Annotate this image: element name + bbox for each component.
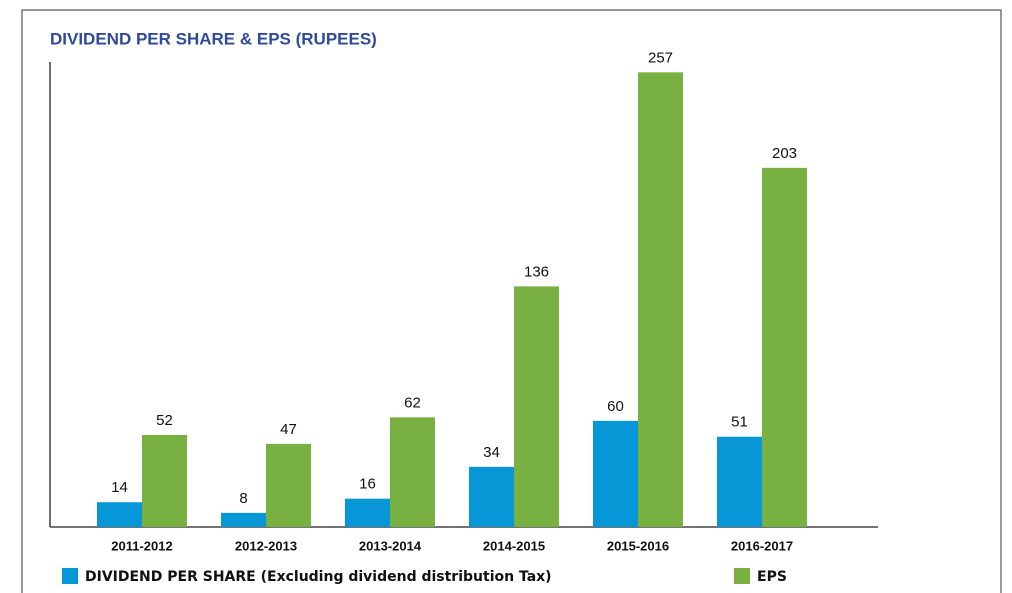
bar: [717, 436, 762, 527]
frame: [21, 9, 1002, 593]
bar: [593, 420, 638, 527]
value-label: 52: [156, 412, 173, 429]
bar: [142, 435, 187, 527]
legend-label: EPS: [757, 569, 787, 585]
value-label: 14: [111, 479, 128, 496]
bar: [638, 72, 683, 528]
bar: [762, 167, 807, 527]
value-label: 47: [280, 421, 297, 438]
bar: [390, 417, 435, 527]
value-label: 136: [524, 263, 549, 280]
x-tick-label: 2014-2015: [483, 538, 545, 553]
chart-title: DIVIDEND PER SHARE & EPS (RUPEES): [50, 29, 377, 48]
value-label: 203: [772, 145, 797, 162]
x-tick-label: 2015-2016: [607, 538, 669, 553]
bar: [221, 512, 266, 527]
x-tick-label: 2016-2017: [731, 538, 793, 553]
x-tick-label: 2013-2014: [359, 538, 422, 553]
legend-label: DIVIDEND PER SHARE (Excluding dividend d…: [85, 569, 552, 585]
legend-swatch: [62, 568, 78, 584]
bar: [469, 466, 514, 527]
legend-swatch: [734, 568, 750, 584]
bar: [97, 502, 142, 527]
bar: [345, 498, 390, 527]
x-tick-label: 2012-2013: [235, 538, 297, 553]
value-label: 62: [404, 394, 421, 411]
value-label: 8: [239, 490, 247, 507]
value-label: 16: [359, 476, 376, 493]
value-label: 34: [483, 444, 500, 461]
x-tick-label: 2011-2012: [111, 538, 172, 553]
value-label: 60: [607, 398, 624, 415]
value-label: 51: [731, 414, 748, 431]
value-label: 257: [648, 49, 673, 66]
bar: [266, 443, 311, 527]
bar: [514, 286, 559, 527]
